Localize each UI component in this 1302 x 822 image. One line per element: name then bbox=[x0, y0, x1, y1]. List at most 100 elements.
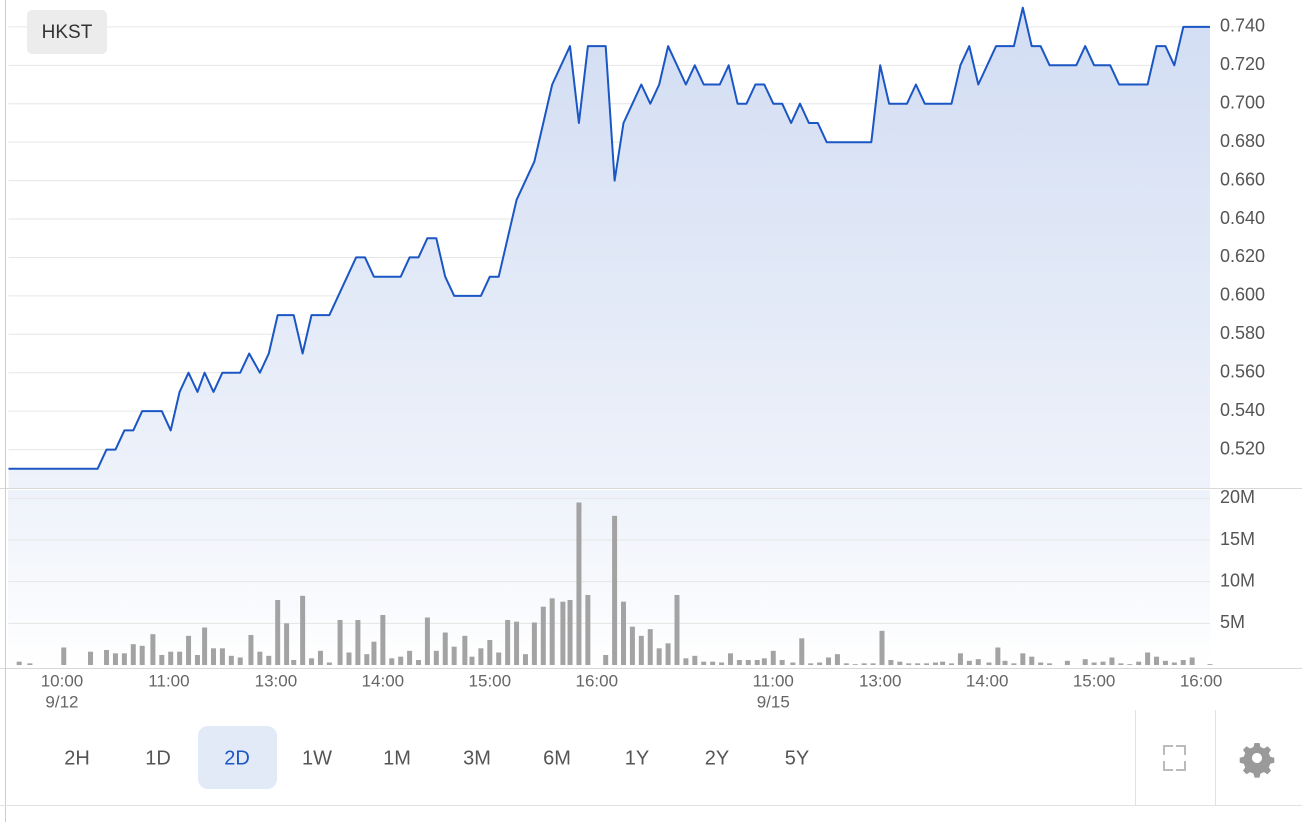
volume-bar bbox=[915, 663, 921, 665]
volume-bar bbox=[683, 658, 689, 665]
volume-bar bbox=[228, 655, 234, 665]
volume-bar bbox=[121, 653, 127, 665]
fullscreen-button[interactable] bbox=[1163, 745, 1186, 771]
volume-bar bbox=[761, 658, 767, 665]
volume-bar bbox=[364, 654, 370, 665]
volume-bar bbox=[337, 620, 343, 665]
volume-bar bbox=[112, 653, 118, 665]
volume-bar bbox=[300, 595, 306, 665]
volume-bar bbox=[487, 640, 493, 665]
volume-bar bbox=[1127, 664, 1133, 665]
y-tick-label: 0.540 bbox=[1220, 400, 1265, 420]
volume-bar bbox=[27, 663, 33, 665]
range-button-active-bg[interactable] bbox=[198, 726, 277, 789]
symbol-label[interactable]: HKST bbox=[42, 22, 93, 43]
x-tick-label: 13:00 bbox=[255, 671, 298, 690]
x-tick-label: 16:00 bbox=[575, 671, 618, 690]
range-button[interactable]: 1W bbox=[302, 747, 332, 769]
volume-bar bbox=[612, 515, 618, 665]
y-tick-label: 0.640 bbox=[1220, 208, 1265, 228]
volume-bar bbox=[248, 635, 254, 665]
volume-bar bbox=[745, 660, 751, 665]
volume-bar bbox=[355, 620, 361, 665]
range-button[interactable]: 5Y bbox=[785, 747, 809, 769]
volume-bar bbox=[61, 647, 67, 665]
volume-bar bbox=[478, 648, 484, 665]
y-tick-label: 20M bbox=[1220, 487, 1255, 507]
volume-bar bbox=[194, 655, 200, 665]
range-button[interactable]: 2Y bbox=[705, 747, 729, 769]
volume-bar bbox=[451, 646, 457, 665]
range-button[interactable]: 1Y bbox=[625, 747, 649, 769]
volume-bar bbox=[567, 600, 573, 665]
gear-icon[interactable] bbox=[1239, 743, 1275, 778]
x-tick-label: 15:00 bbox=[469, 671, 512, 690]
volume-bar bbox=[433, 650, 439, 665]
y-tick-label: 0.720 bbox=[1220, 54, 1265, 74]
y-tick-label: 0.680 bbox=[1220, 131, 1265, 151]
y-tick-label: 0.660 bbox=[1220, 169, 1265, 189]
volume-bar bbox=[549, 598, 555, 665]
volume-bar bbox=[692, 655, 698, 665]
volume-bar bbox=[736, 660, 742, 665]
volume-bar bbox=[949, 663, 955, 665]
range-button[interactable]: 2H bbox=[64, 747, 90, 769]
volume-bar bbox=[879, 630, 885, 665]
volume-bar bbox=[940, 661, 946, 665]
symbol-badge[interactable] bbox=[27, 10, 107, 54]
y-tick-label: 0.520 bbox=[1220, 438, 1265, 458]
volume-bar bbox=[799, 638, 805, 665]
volume-bar bbox=[986, 662, 992, 665]
volume-bar bbox=[932, 662, 938, 665]
volume-bar bbox=[1162, 660, 1168, 665]
fullscreen-icon[interactable] bbox=[1163, 745, 1186, 771]
x-tick-label: 11:00 bbox=[753, 671, 794, 690]
range-button[interactable]: 3M bbox=[463, 747, 491, 769]
volume-bar bbox=[957, 653, 963, 665]
x-tick-label: 11:00 bbox=[148, 671, 189, 690]
volume-bar bbox=[186, 635, 192, 665]
volume-bar bbox=[897, 661, 903, 665]
range-button[interactable]: 6M bbox=[543, 747, 571, 769]
volume-bar bbox=[576, 502, 582, 665]
volume-bar bbox=[1118, 663, 1124, 665]
volume-bar bbox=[701, 661, 707, 665]
volume-bar bbox=[462, 635, 468, 665]
volume-bar bbox=[1047, 663, 1053, 665]
y-tick-label: 0.600 bbox=[1220, 285, 1265, 305]
volume-bar bbox=[398, 656, 404, 665]
volume-bar bbox=[309, 658, 315, 665]
range-button[interactable]: 2D bbox=[224, 747, 250, 769]
volume-bar bbox=[266, 655, 272, 665]
volume-bar bbox=[211, 648, 217, 665]
volume-bar bbox=[710, 661, 716, 665]
y-tick-label: 15M bbox=[1220, 529, 1255, 549]
volume-bar bbox=[1091, 662, 1097, 665]
volume-bar bbox=[177, 651, 183, 665]
x-date-label: 9/12 bbox=[45, 692, 78, 711]
volume-bar bbox=[237, 657, 243, 665]
volume-bar bbox=[1082, 659, 1088, 665]
settings-button[interactable] bbox=[1239, 743, 1275, 778]
volume-bar bbox=[139, 645, 145, 665]
volume-bar bbox=[505, 620, 511, 665]
volume-bar bbox=[1020, 653, 1026, 665]
volume-bar bbox=[150, 634, 156, 665]
volume-bar bbox=[1011, 663, 1017, 665]
x-tick-label: 10:00 bbox=[41, 671, 84, 690]
volume-bar bbox=[1145, 652, 1151, 665]
volume-bar bbox=[407, 650, 413, 665]
volume-bar bbox=[531, 622, 537, 665]
volume-bar bbox=[861, 663, 867, 665]
volume-bar bbox=[906, 663, 912, 665]
volume-bar bbox=[168, 651, 174, 665]
volume-bar bbox=[522, 654, 528, 665]
volume-bar bbox=[1002, 660, 1008, 665]
volume-panel-bg bbox=[8, 490, 1210, 668]
volume-bar bbox=[843, 663, 849, 665]
volume-bar bbox=[442, 632, 448, 665]
range-button[interactable]: 1D bbox=[145, 747, 171, 769]
volume-bar bbox=[656, 648, 662, 665]
range-button[interactable]: 1M bbox=[383, 747, 411, 769]
